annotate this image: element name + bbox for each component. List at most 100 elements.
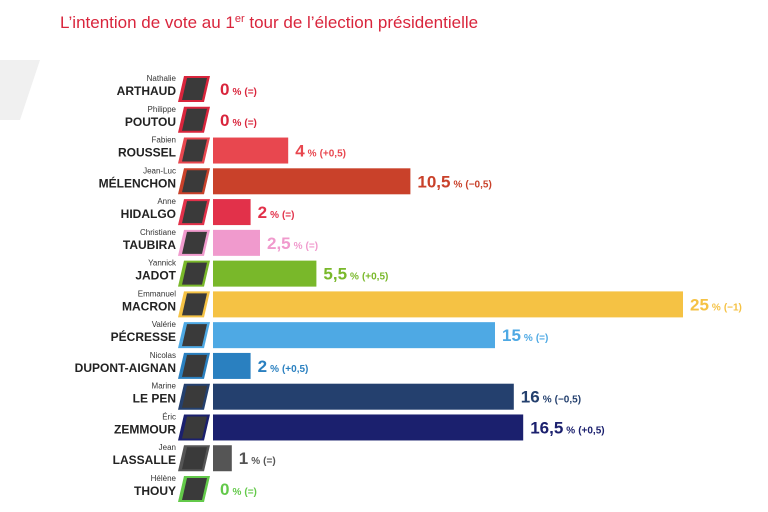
value: 25 — [690, 295, 709, 314]
unit: % — [270, 364, 279, 375]
value: 0 — [220, 80, 229, 99]
unit: % — [270, 210, 279, 221]
last-name: POUTOU — [125, 115, 176, 129]
last-name: JADOT — [135, 269, 176, 283]
change: (−0,5) — [555, 395, 581, 406]
value-label: 16% (−0,5) — [521, 388, 581, 407]
unit: % — [294, 241, 303, 252]
value-label: 2,5% (=) — [267, 234, 318, 253]
change: (=) — [244, 487, 257, 498]
change: (+0,5) — [282, 364, 308, 375]
title-part: L’intention de vote au 1 — [60, 13, 235, 32]
unit: % — [232, 87, 241, 98]
value-label: 1% (=) — [239, 449, 276, 468]
portrait-photo — [182, 447, 207, 470]
change: (=) — [244, 87, 257, 98]
first-name: Éric — [162, 412, 176, 421]
portrait-photo — [182, 385, 207, 408]
value-label: 5,5% (+0,5) — [323, 265, 388, 284]
first-name: Jean-Luc — [143, 166, 176, 175]
value: 5,5 — [323, 265, 347, 284]
change: (=) — [282, 210, 295, 221]
value: 2,5 — [267, 234, 291, 253]
decoration — [0, 60, 40, 120]
value-label: 0% (=) — [220, 480, 257, 499]
value: 16,5 — [530, 418, 563, 437]
last-name: ZEMMOUR — [114, 422, 176, 436]
unit: % — [566, 425, 575, 436]
unit: % — [453, 179, 462, 190]
bar — [213, 383, 514, 410]
value: 0 — [220, 480, 229, 499]
last-name: LE PEN — [133, 392, 176, 406]
change: (=) — [306, 241, 319, 252]
portrait-photo — [182, 78, 207, 100]
title-sup: er — [235, 13, 245, 25]
unit: % — [712, 302, 721, 313]
first-name: Philippe — [148, 105, 177, 114]
change: (−1) — [724, 302, 742, 313]
unit: % — [543, 395, 552, 406]
last-name: PÉCRESSE — [111, 329, 176, 344]
last-name: DUPONT-AIGNAN — [75, 361, 176, 375]
last-name: HIDALGO — [121, 207, 176, 221]
bar — [213, 445, 232, 472]
first-name: Nicolas — [150, 351, 176, 360]
change: (=) — [536, 333, 549, 344]
value-label: 16,5% (+0,5) — [530, 418, 604, 437]
portrait-photo — [182, 231, 207, 254]
change: (=) — [263, 456, 276, 467]
value: 0 — [220, 111, 229, 130]
first-name: Yannick — [148, 259, 177, 268]
bar — [213, 199, 251, 226]
first-name: Emmanuel — [138, 289, 176, 298]
title-part: tour de l’élection présidentielle — [245, 13, 478, 32]
value: 1 — [239, 449, 248, 468]
bar — [213, 260, 317, 287]
last-name: MÉLENCHON — [99, 175, 176, 190]
last-name: ROUSSEL — [118, 146, 176, 160]
last-name: MACRON — [122, 299, 176, 313]
value-label: 10,5% (−0,5) — [417, 172, 491, 191]
change: (+0,5) — [578, 425, 604, 436]
bar — [213, 414, 524, 441]
first-name: Anne — [157, 197, 176, 206]
first-name: Nathalie — [147, 74, 177, 83]
portrait-photo — [182, 293, 207, 316]
value-label: 4% (+0,5) — [295, 142, 346, 161]
value: 2 — [258, 203, 267, 222]
last-name: TAUBIRA — [123, 238, 176, 252]
last-name: THOUY — [134, 484, 176, 498]
unit: % — [524, 333, 533, 344]
unit: % — [308, 149, 317, 160]
portrait-photo — [182, 354, 207, 377]
change: (−0,5) — [465, 179, 491, 190]
portrait-photo — [182, 108, 207, 131]
portrait-photo — [182, 478, 207, 501]
first-name: Jean — [159, 443, 176, 452]
change: (+0,5) — [362, 272, 388, 283]
unit: % — [232, 118, 241, 129]
value: 10,5 — [417, 172, 450, 191]
bar — [213, 168, 411, 195]
first-name: Valérie — [152, 320, 177, 329]
value: 2 — [258, 357, 267, 376]
bar — [213, 291, 683, 318]
unit: % — [350, 272, 359, 283]
bar — [213, 322, 495, 349]
bar — [213, 229, 260, 256]
value-label: 0% (=) — [220, 111, 257, 130]
last-name: LASSALLE — [113, 453, 176, 467]
portrait-photo — [182, 416, 207, 439]
value-label: 25% (−1) — [690, 295, 742, 314]
value-label: 2% (=) — [258, 203, 295, 222]
chart-title: L’intention de vote au 1er tour de l’éle… — [60, 13, 478, 32]
value: 16 — [521, 388, 540, 407]
value-label: 2% (+0,5) — [258, 357, 309, 376]
bar — [213, 352, 251, 379]
last-name: ARTHAUD — [117, 84, 177, 98]
first-name: Marine — [152, 382, 177, 391]
unit: % — [251, 456, 260, 467]
change: (=) — [244, 118, 257, 129]
